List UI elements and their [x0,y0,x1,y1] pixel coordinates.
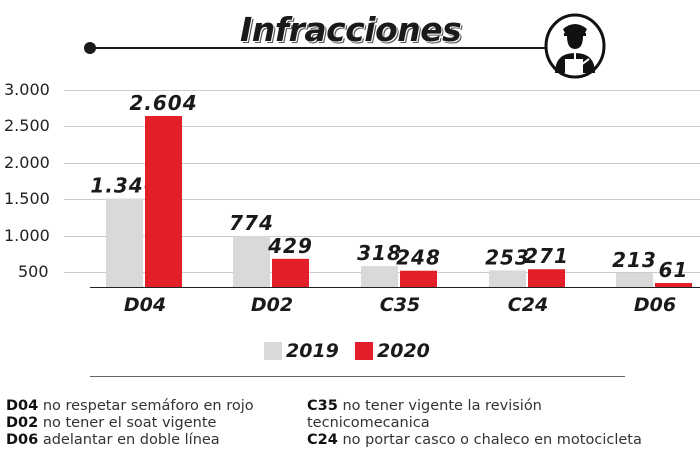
legend-label: 2019 [286,340,339,362]
title-line [90,47,548,49]
bar-2020-C35 [400,270,437,287]
note: tecnicomecanica [307,415,430,431]
bar-2020-C24 [528,269,565,287]
note: C35 no tener vigente la revisión [307,398,542,414]
category-label: C24 [507,294,549,316]
data-label: 318 [357,241,402,265]
bar-2020-D04 [145,116,182,287]
note: D06 adelantar en doble línea [6,432,220,448]
chart-title: Infracciones [240,10,462,49]
data-label: 61 [659,258,689,282]
gridline [64,199,700,200]
y-tick-label: 3.000 [4,80,50,99]
gridline [64,163,700,164]
legend-swatch [355,342,373,360]
category-label: C35 [379,294,421,316]
notes-right: C35 no tener vigente la revisión tecnico… [307,398,642,449]
x-axis-line [90,287,700,288]
data-label: 253 [485,245,530,269]
data-label: 774 [229,211,274,235]
category-label: D06 [633,294,677,316]
bar-2019-D06 [616,273,653,287]
note: C24 no portar casco o chaleco en motocic… [307,432,642,448]
bar-2019-C24 [489,270,526,287]
y-tick-label: 500 [18,262,49,281]
bar-2019-D02 [233,236,270,287]
legend-swatch [264,342,282,360]
notes-left: D04 no respetar semáforo en rojo D02 no … [6,398,254,449]
y-tick-label: 1.500 [4,189,50,208]
data-label: 2.604 [129,91,197,115]
gridline [64,126,700,127]
legend-item-2020: 2020 [355,340,430,362]
note: D04 no respetar semáforo en rojo [6,398,254,414]
gridline [64,236,700,237]
data-label: 271 [524,244,569,268]
data-label: 248 [396,246,441,270]
category-label: D04 [123,294,167,316]
gridline [64,90,700,91]
y-tick-label: 1.000 [4,226,50,245]
bar-2019-D04 [106,198,143,287]
legend-item-2019: 2019 [264,340,339,362]
legend-divider [90,376,625,377]
bar-2020-D02 [272,258,309,287]
traffic-officer-icon [543,13,607,83]
bar-2020-D06 [655,282,692,287]
legend-label: 2020 [377,340,430,362]
note: D02 no tener el soat vigente [6,415,217,431]
category-label: D02 [250,294,294,316]
y-tick-label: 2.000 [4,153,50,172]
data-label: 429 [267,234,313,258]
data-label: 213 [612,248,657,272]
bar-2019-C35 [361,266,398,287]
y-tick-label: 2.500 [4,116,50,135]
